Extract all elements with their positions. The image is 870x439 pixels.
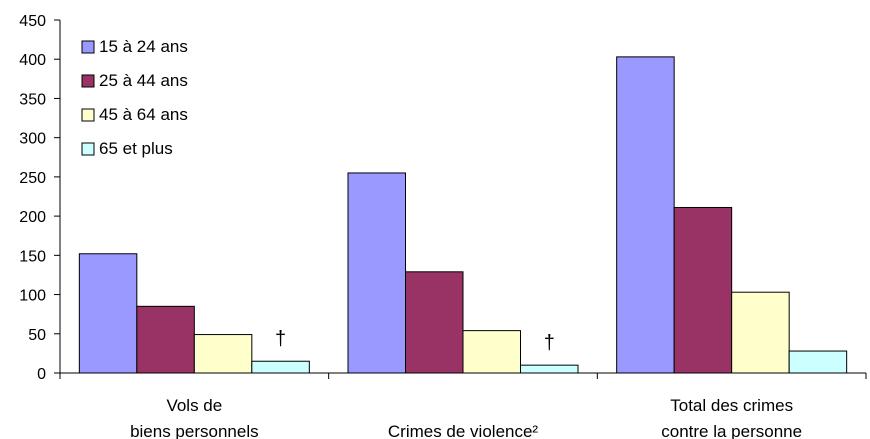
y-tick-label: 250	[19, 170, 46, 187]
bar	[251, 360, 310, 374]
legend-label: 15 à 24 ans	[99, 37, 188, 56]
bar	[462, 330, 521, 374]
x-category-label: Total des crimes	[670, 396, 793, 415]
bar	[731, 291, 790, 374]
x-category-label: Crimes de violence²	[388, 422, 539, 439]
bars	[78, 56, 848, 374]
bar	[520, 364, 579, 374]
legend-swatch	[81, 40, 95, 54]
bar-annotation: †	[275, 328, 286, 350]
y-tick-label: 400	[19, 52, 46, 69]
legend-swatch	[81, 108, 95, 122]
bar	[788, 350, 848, 374]
legend-swatch	[81, 142, 95, 156]
x-category-label: biens personnels	[130, 422, 259, 439]
x-category-label: contre la personne	[661, 422, 802, 439]
legend: 15 à 24 ans 25 à 44 ans 45 à 64 ans 65 et p…	[81, 37, 188, 158]
annotations: † †	[275, 328, 555, 354]
bar	[405, 271, 464, 374]
bar	[616, 56, 675, 374]
bar	[78, 253, 138, 374]
y-tick-label: 150	[19, 248, 46, 265]
y-tick-label: 200	[19, 209, 46, 226]
axes	[59, 20, 867, 379]
bar	[347, 172, 406, 374]
y-tick-label: 0	[37, 366, 46, 383]
y-tick-label: 350	[19, 91, 46, 108]
legend-label: 25 à 44 ans	[99, 71, 188, 90]
y-tick-label: 50	[28, 327, 46, 344]
legend-label: 65 et plus	[99, 139, 173, 158]
legend-swatch	[81, 74, 95, 88]
legend-label: 45 à 64 ans	[99, 105, 188, 124]
x-axis-labels: Vols de biens personnels Crimes de violenc…	[130, 396, 802, 439]
bar	[193, 334, 253, 374]
y-tick-label: 300	[19, 131, 46, 148]
y-tick-label: 450	[19, 13, 46, 30]
y-tick-label: 100	[19, 288, 46, 305]
bar-annotation: †	[544, 332, 555, 354]
x-category-label: Vols de	[166, 396, 222, 415]
bar	[673, 206, 733, 374]
bar	[136, 305, 195, 374]
y-axis-ticks: 0 50 100 150 200 250 300 350 400 450	[19, 13, 60, 383]
